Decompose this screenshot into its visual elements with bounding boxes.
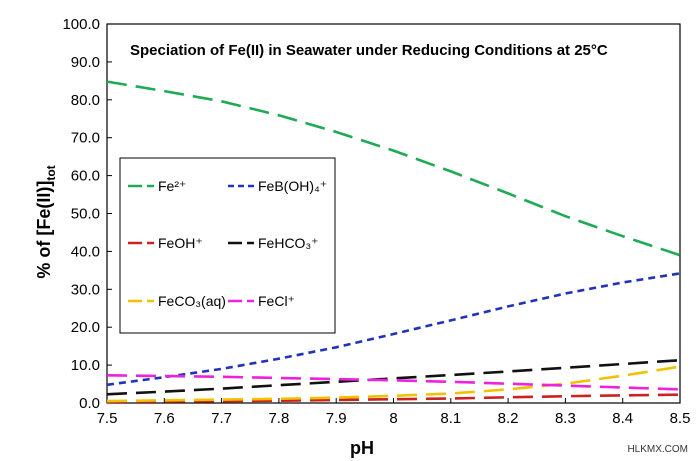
x-tick-label: 8.1 [440,410,461,427]
series-line-0 [106,80,681,257]
x-tick-label: 8.2 [498,410,519,427]
series-line-3 [106,358,681,396]
y-tick-label: 40.0 [71,243,100,260]
series-line-5 [106,374,681,391]
legend-label-4: FeCO₃(aq) [158,293,226,309]
y-tick-label: 90.0 [71,54,100,71]
y-tick-label: 100.0 [62,16,100,33]
x-axis-title: pH [350,438,374,458]
y-tick-label: 20.0 [71,319,100,336]
y-tick-label: 80.0 [71,92,100,109]
series-line-2 [106,393,681,404]
legend: Fe²⁺ FeB(OH)₄⁺ FeOH⁺ FeHCO₃⁺ FeCO₃(aq) FeCl⁺ [119,157,336,334]
y-tick-label: 10.0 [71,357,100,374]
legend-box [119,157,336,334]
x-tick-label: 7.7 [211,410,232,427]
watermark: HLKMX.COM [627,444,688,455]
legend-label-3: FeHCO₃⁺ [258,235,319,251]
legend-label-5: FeCl⁺ [258,293,295,309]
axes: 7.5 7.6 7.7 7.8 7.9 8 8.1 8.2 8.3 8.4 8.5 0.0 10.0 20… [62,16,690,427]
series-line-1 [106,272,681,387]
x-tick-label: 7.5 [97,410,118,427]
y-tick-label: 30.0 [71,281,100,298]
y-tick-label: 0.0 [79,395,100,412]
legend-label-0: Fe²⁺ [158,178,186,194]
legend-label-2: FeOH⁺ [158,235,203,251]
y-tick-label: 50.0 [71,206,100,223]
y-axis-title: % of [Fe(II)]tot [34,165,58,278]
x-tick-label: 7.8 [268,410,289,427]
x-tick-label: 8.3 [555,410,576,427]
x-tick-label: 7.6 [154,410,175,427]
series-line-4 [106,365,681,403]
y-tick-label: 60.0 [71,168,100,185]
y-axis-title-sub: tot [44,165,58,180]
chart-title: Speciation of Fe(II) in Seawater under R… [130,42,608,59]
series-layer [106,80,681,404]
x-tick-label: 7.9 [326,410,347,427]
y-axis-title-main: % of [Fe(II)] [34,181,54,279]
x-tick-label: 8.4 [612,410,633,427]
x-tick-label: 8 [389,410,397,427]
y-tick-label: 70.0 [71,130,100,147]
x-tick-label: 8.5 [670,410,691,427]
legend-label-1: FeB(OH)₄⁺ [258,178,327,194]
